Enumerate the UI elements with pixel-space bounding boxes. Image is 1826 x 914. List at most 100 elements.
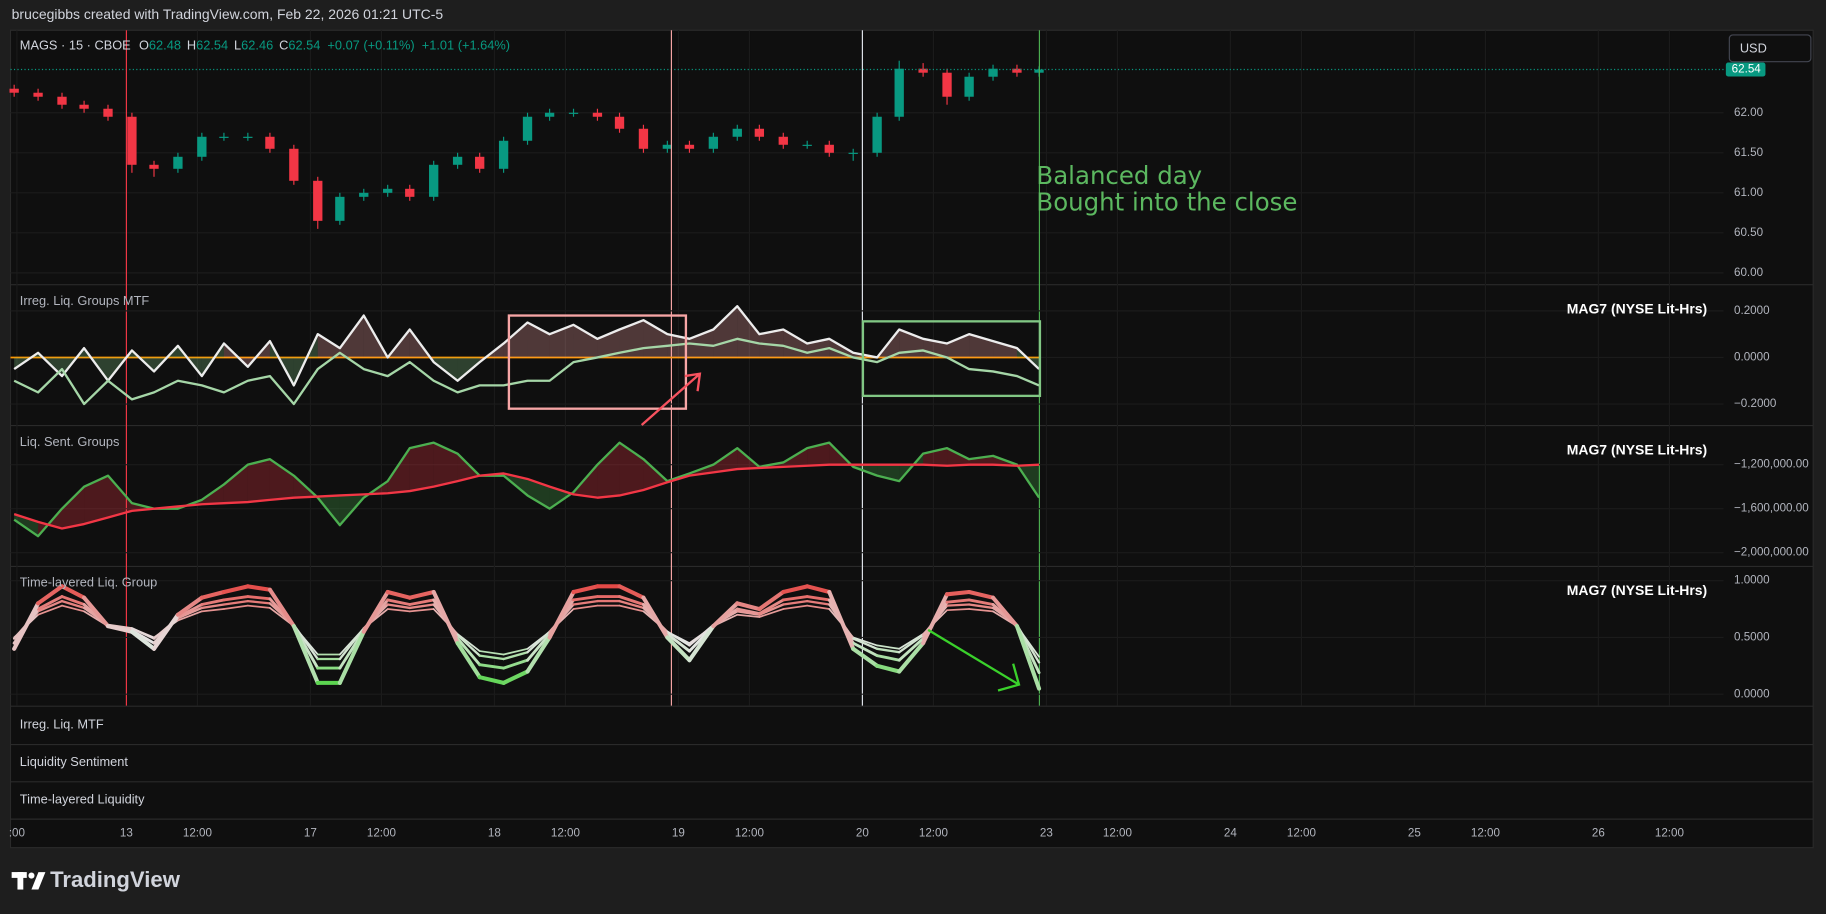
line-segment — [59, 584, 87, 600]
line-segment — [246, 604, 271, 609]
line-segment — [478, 650, 505, 656]
candle-body — [79, 104, 89, 109]
line-segment — [852, 637, 879, 650]
line-segment — [478, 654, 505, 661]
y-tick-label: 0.0000 — [1734, 351, 1770, 364]
fill-area — [713, 448, 738, 473]
x-tick-label: 26 — [1592, 827, 1605, 840]
line-segment — [735, 607, 761, 616]
x-tick-label: 20 — [856, 827, 869, 840]
line-segment — [572, 595, 599, 602]
line-segment — [945, 603, 971, 607]
line-segment — [386, 603, 411, 610]
ohlc-value: 62.54 — [288, 38, 320, 53]
line-segment — [502, 658, 529, 670]
line-segment — [456, 634, 481, 657]
x-tick-label: 12:00 — [919, 827, 949, 840]
x-tick-label: 13 — [120, 827, 133, 840]
currency-button[interactable] — [1728, 34, 1812, 63]
line-segment — [526, 630, 551, 654]
fill-area — [527, 478, 550, 509]
line-segment — [665, 635, 692, 663]
candle-body — [127, 116, 137, 165]
y-tick-label: 60.50 — [1734, 226, 1764, 239]
last-price-label: 62.54 — [1732, 63, 1762, 76]
logo-icon — [17, 872, 24, 890]
pane-title: Liq. Sent. Groups — [20, 434, 120, 449]
line-segment — [337, 629, 366, 685]
pane-title: Time-layered Liq. Group — [20, 575, 158, 590]
line-segment — [666, 630, 691, 647]
fill-area — [433, 442, 458, 487]
candle-body — [872, 116, 882, 153]
candle-body — [802, 144, 812, 146]
change: +0.07 (+0.11%) — [327, 38, 414, 53]
line-segment — [501, 669, 530, 685]
line-segment — [82, 595, 111, 629]
line-segment — [572, 599, 599, 606]
line-segment — [806, 604, 831, 610]
x-tick-label: 12:00 — [1655, 827, 1685, 840]
candle-body — [614, 116, 625, 129]
credit: brucegibbs created with TradingView.com,… — [12, 6, 444, 22]
line-segment — [805, 584, 832, 595]
logo[interactable]: TradingView — [11, 867, 181, 892]
line-segment — [175, 595, 204, 617]
line-segment — [246, 595, 272, 601]
currency-label[interactable]: USD — [1740, 40, 1767, 55]
line-segment — [782, 604, 809, 610]
fill-area — [269, 459, 294, 500]
line-segment — [921, 592, 950, 646]
candle-body — [359, 192, 369, 197]
line-segment — [757, 589, 786, 612]
line-segment — [526, 632, 552, 662]
line-segment — [246, 599, 272, 605]
line-segment — [36, 599, 64, 613]
line-segment — [408, 603, 435, 610]
line-segment — [876, 644, 901, 650]
line-segment — [875, 663, 902, 674]
ohlc-label: O — [139, 38, 149, 53]
x-tick-label: 12:00 — [1471, 827, 1501, 840]
candle-body — [592, 112, 603, 117]
line-segment — [221, 584, 250, 595]
candle-body — [103, 108, 113, 117]
annotation: Balanced day — [1036, 161, 1202, 190]
x-tick-label: 12:00 — [735, 827, 765, 840]
line-segment — [456, 637, 482, 667]
line-segment — [105, 624, 134, 634]
collapsed-pane-title: Liquidity Sentiment — [20, 754, 129, 769]
x-tick-label: 18 — [488, 827, 501, 840]
line-segment — [502, 651, 529, 661]
fill-area — [993, 341, 1017, 358]
candle-body — [848, 152, 858, 154]
y-tick-label: 61.50 — [1734, 146, 1764, 159]
line-segment — [267, 587, 296, 629]
candle-body — [429, 164, 439, 197]
drawing-rectangle — [507, 314, 688, 410]
pane-label: MAG7 (NYSE Lit-Hrs) — [1567, 582, 1707, 598]
x-tick-label: 19 — [672, 827, 685, 840]
ohlc-value: 62.48 — [149, 38, 181, 53]
logo-text[interactable]: TradingView — [50, 867, 181, 892]
line-segment — [547, 589, 576, 640]
line-segment — [386, 608, 411, 613]
candle-body — [754, 128, 765, 137]
line-segment — [456, 633, 481, 652]
fill-area — [247, 459, 270, 503]
line-segment — [12, 601, 41, 651]
candle-body — [964, 76, 974, 97]
candle-body — [173, 156, 183, 169]
line-segment — [1014, 624, 1042, 691]
candle-body — [335, 196, 345, 221]
drawings — [507, 314, 1042, 692]
fill-area — [573, 324, 598, 358]
fill-area — [947, 334, 970, 358]
y-tick-label: 0.5000 — [1734, 631, 1770, 644]
candle-body — [638, 128, 649, 149]
candle-body — [778, 136, 788, 145]
y-tick-label: 0.2000 — [1734, 304, 1770, 317]
line-segment — [897, 641, 926, 674]
fill-area — [1016, 464, 1040, 498]
